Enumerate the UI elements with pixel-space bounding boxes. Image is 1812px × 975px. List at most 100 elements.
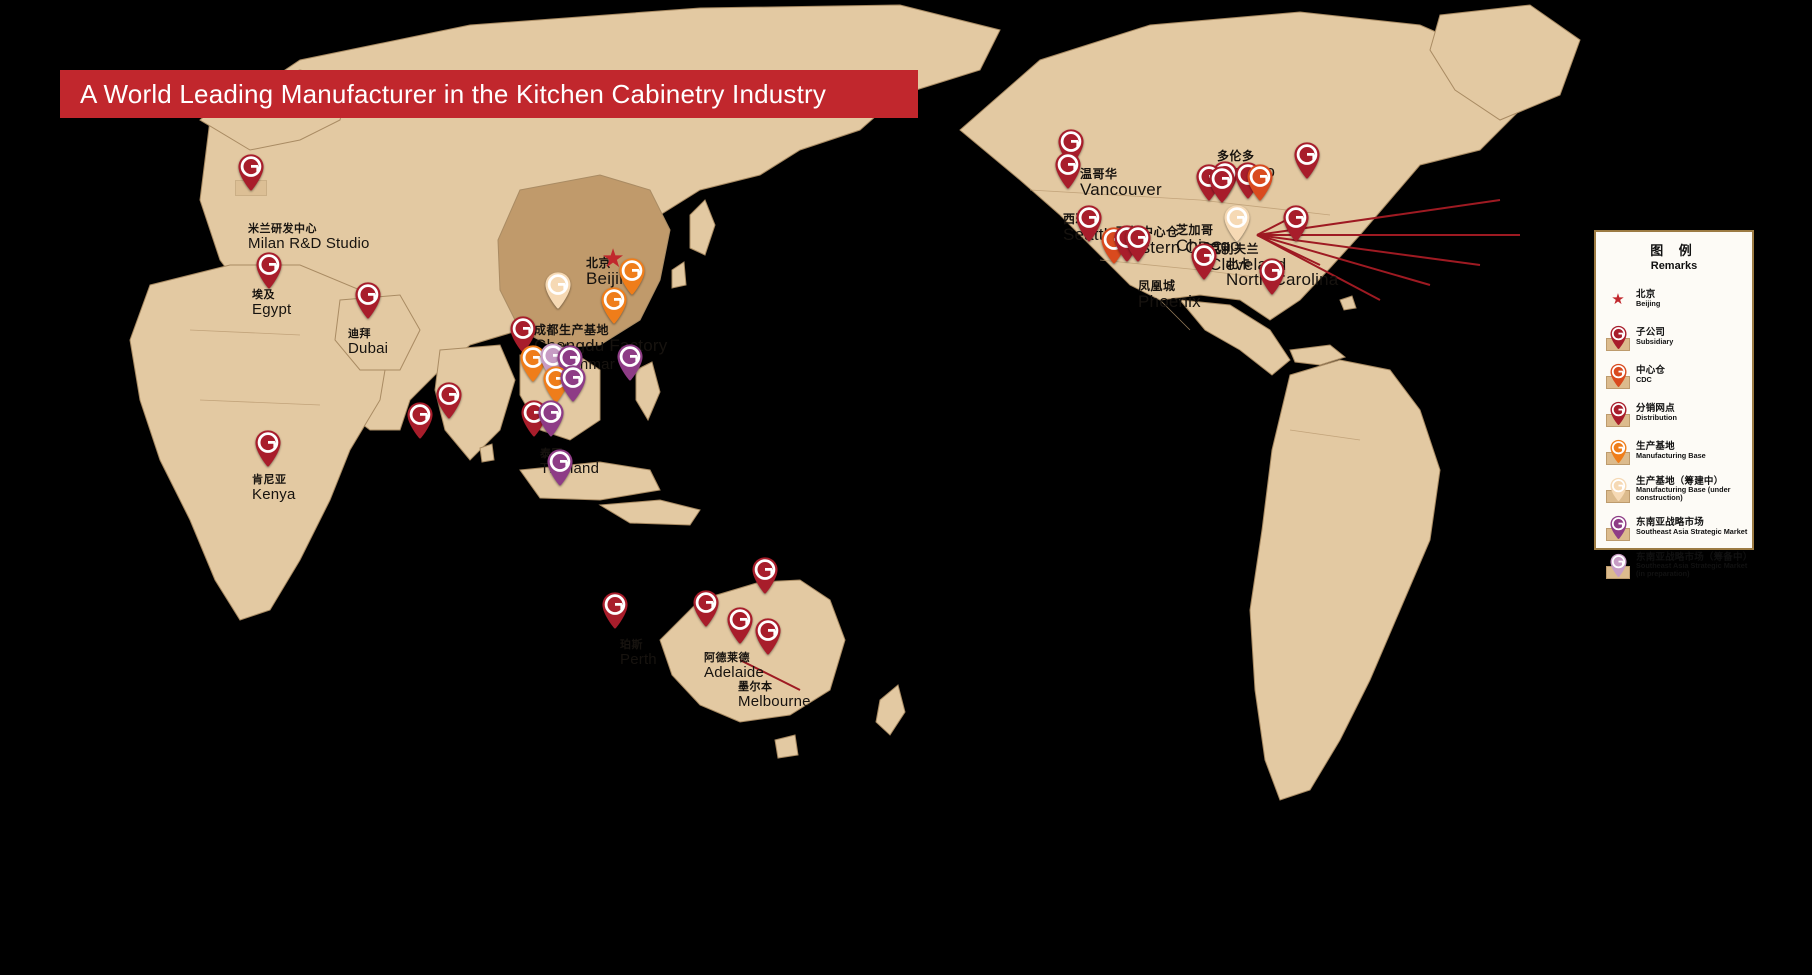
map-pin-phoenix-pin[interactable]: [1123, 224, 1153, 263]
legend-item-en: CDC: [1636, 375, 1652, 385]
map-pin-china-east-1[interactable]: [617, 257, 647, 296]
legend-item-en: Subsidiary: [1636, 337, 1674, 347]
legend-item-en: Distribution: [1636, 413, 1677, 423]
map-pin-philippines[interactable]: [615, 343, 645, 382]
legend-item-distribution[interactable]: 分销网点 Distribution: [1596, 394, 1752, 432]
map-pin-adelaide[interactable]: [691, 589, 721, 628]
map-pin-icon: [1606, 512, 1630, 542]
map-pin-china-east-2[interactable]: [599, 286, 629, 325]
map-pin-newyork[interactable]: [1292, 141, 1322, 180]
legend-item-cn: 分销网点: [1636, 403, 1675, 415]
map-pin-detroit[interactable]: [1207, 165, 1237, 204]
map-label-cn: 北京: [586, 256, 612, 270]
legend-item-cdc[interactable]: 中心仓 CDC: [1596, 356, 1752, 394]
legend-item-southeast-asia-strategic-market[interactable]: 东南亚战略市场 Southeast Asia Strategic Market: [1596, 508, 1752, 546]
map-pin-kenya[interactable]: [253, 429, 283, 468]
map-pin-icon: [1606, 322, 1630, 352]
map-label-cn: 肯尼亚: [252, 474, 287, 486]
map-label-en: Phoenix: [1138, 291, 1201, 311]
map-pin-newjersey[interactable]: [1281, 204, 1311, 243]
map-pin-melbourne[interactable]: [725, 606, 755, 645]
map-pin-myanmar[interactable]: [508, 315, 538, 354]
legend-item-manufacturing-base[interactable]: 生产基地 Manufacturing Base: [1596, 432, 1752, 470]
legend-item-text: 东南亚战略市场 Southeast Asia Strategic Market: [1636, 518, 1747, 535]
map-label-cn: 克利夫兰: [1209, 242, 1260, 256]
page-title: A World Leading Manufacturer in the Kitc…: [80, 78, 827, 109]
legend-item-en: Manufacturing Base: [1636, 451, 1706, 461]
map-label-cn: 多伦多: [1217, 149, 1255, 163]
map-label-kenya: 肯尼亚 Kenya: [252, 474, 296, 502]
map-label-cn: 珀斯: [620, 639, 643, 651]
star-icon: ★: [1611, 290, 1625, 308]
map-pin-northcarolina[interactable]: [1222, 204, 1252, 243]
legend-item-text: 东南亚战略市场（筹备中） Southeast Asia Strategic Mar…: [1636, 553, 1752, 578]
map-pin-egypt[interactable]: [254, 251, 284, 290]
map-pin-seattle[interactable]: [1053, 151, 1083, 190]
map-pin-icon: [1606, 398, 1630, 428]
map-pin-icon: [1606, 474, 1630, 504]
map-label-cn: 芝加哥: [1176, 223, 1214, 237]
map-label-cn: 温哥华: [1080, 167, 1118, 181]
map-label-cn: 北卡: [1226, 257, 1252, 271]
legend-item-en: Manufacturing Base (under construction): [1636, 485, 1731, 502]
map-pin-florida[interactable]: [1257, 257, 1287, 296]
map-pin-sydney[interactable]: [750, 556, 780, 595]
legend-item-text: 北京 Beijing: [1636, 290, 1660, 307]
map-label-egypt: 埃及 Egypt: [252, 289, 291, 317]
map-label-cn: 成都生产基地: [534, 323, 610, 337]
map-pin-icon: [1606, 360, 1630, 390]
legend-item-text: 子公司 Subsidiary: [1636, 328, 1673, 345]
map-label-phoenix: 凤凰城 Phoenix: [1138, 280, 1201, 310]
map-label-vancouver: 温哥华 Vancouver: [1080, 168, 1162, 198]
legend-item-cn: 中心仓: [1636, 365, 1666, 377]
map-pin-vietnam-3[interactable]: [558, 364, 588, 403]
legend-item-cn: 东南亚战略市场: [1636, 517, 1704, 529]
map-label-en: Melbourne: [738, 692, 811, 710]
legend-item-cn: 生产基地（筹建中）: [1636, 475, 1724, 487]
legend-item-cn: 东南亚战略市场（筹备中）: [1636, 551, 1753, 563]
legend-panel: 图 例 Remarks ★ 北京 Beijing 子公司 Subsidiary 中心仓 CD…: [1594, 230, 1754, 579]
legend-item-beijing[interactable]: ★ 北京 Beijing: [1596, 280, 1752, 318]
legend-item-cn: 生产基地: [1636, 441, 1675, 453]
map-label-cn: 米兰研发中心: [248, 223, 317, 235]
map-label-en: Vancouver: [1080, 179, 1162, 199]
map-pin-sanfrancisco[interactable]: [1074, 204, 1104, 243]
legend-title-cn: 图 例: [1650, 243, 1698, 258]
legend-item-manufacturing-base-under-construction-[interactable]: 生产基地（筹建中） Manufacturing Base (under const…: [1596, 470, 1752, 508]
map-label-en: Perth: [620, 650, 657, 668]
map-pin-dubai[interactable]: [353, 281, 383, 320]
legend-title-en: Remarks: [1650, 260, 1698, 272]
legend-item-cn: 北京: [1636, 289, 1656, 301]
map-label-perth: 珀斯 Perth: [620, 639, 657, 668]
legend-item-cn: 子公司: [1636, 327, 1666, 339]
map-pin-india-west[interactable]: [405, 401, 435, 440]
map-label-cn: 墨尔本: [738, 681, 773, 693]
map-pin-thailand-1[interactable]: [518, 344, 548, 383]
map-pin-canberra[interactable]: [753, 617, 783, 656]
map-pin-milan[interactable]: [235, 153, 267, 196]
map-label-en: Adelaide: [704, 663, 764, 681]
map-label-melbourne: 墨尔本 Melbourne: [738, 681, 811, 710]
map-label-adelaide: 阿德莱德 Adelaide: [704, 652, 764, 681]
legend-item-list: ★ 北京 Beijing 子公司 Subsidiary 中心仓 CDC 分销网点 Distrib…: [1596, 280, 1752, 584]
map-label-en: Dubai: [348, 339, 389, 357]
map-pin-india-south[interactable]: [434, 381, 464, 420]
map-label-dubai: 迪拜 Dubai: [348, 328, 389, 357]
map-pin-texas[interactable]: [1189, 242, 1219, 281]
map-pin-chengdu[interactable]: [543, 271, 573, 310]
map-label-cn: 阿德莱德: [704, 652, 750, 664]
legend-item-subsidiary[interactable]: 子公司 Subsidiary: [1596, 318, 1752, 356]
legend-item-en: Southeast Asia Strategic Market: [1636, 527, 1748, 537]
title-banner: A World Leading Manufacturer in the Kitc…: [60, 70, 918, 118]
map-pin-pittsburgh[interactable]: [1245, 163, 1275, 202]
map-pin-perth[interactable]: [600, 591, 630, 630]
legend-item-en: Southeast Asia Strategic Market (in prep…: [1636, 561, 1748, 578]
legend-item-text: 分销网点 Distribution: [1636, 404, 1677, 421]
legend-item-text: 生产基地（筹建中） Manufacturing Base (under const…: [1636, 477, 1752, 502]
map-pin-indonesia[interactable]: [545, 448, 575, 487]
map-label-milan-r-d-studio: 米兰研发中心 Milan R&D Studio: [248, 223, 370, 251]
legend-item-en: Beijing: [1636, 299, 1661, 309]
map-pin-singapore[interactable]: [536, 399, 566, 438]
legend-item-southeast-asia-strategic-market-in-preparation-[interactable]: 东南亚战略市场（筹备中） Southeast Asia Strategic Mar…: [1596, 546, 1752, 584]
